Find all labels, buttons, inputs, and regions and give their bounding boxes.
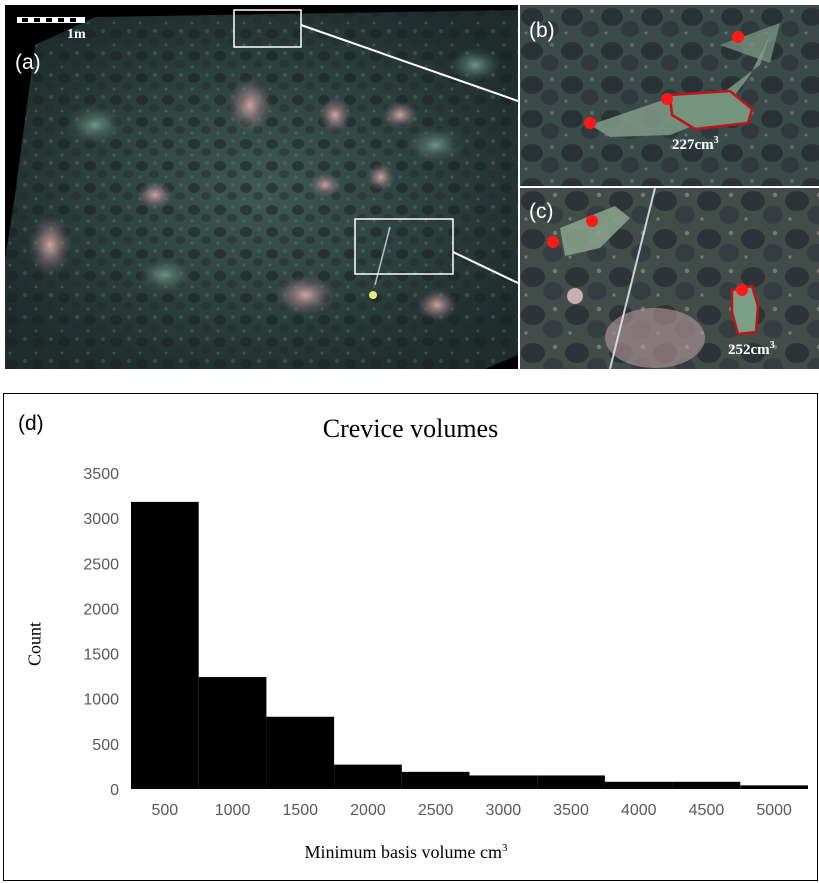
histogram-bar (672, 781, 741, 789)
histogram-bar (401, 771, 470, 789)
x-tick-label: 3000 (486, 802, 522, 819)
y-tick-label: 2000 (83, 601, 119, 618)
panel-c-letter: (c) (529, 200, 554, 223)
closeup-image-b (520, 5, 819, 186)
marker-dot (736, 284, 748, 296)
histogram-bar (131, 501, 199, 789)
inset-box-c (354, 218, 454, 275)
x-tick-label: 5000 (756, 802, 792, 819)
histogram-bar (604, 781, 673, 789)
marker-dot (732, 31, 744, 43)
scale-bar (17, 17, 85, 23)
panel-b-crevice-closeup: (b) 227cm3 (520, 5, 819, 186)
y-tick-label: 1000 (83, 692, 119, 709)
panel-b-letter: (b) (529, 19, 555, 42)
y-tick-label: 3000 (83, 511, 119, 528)
scale-bar-label: 1m (67, 27, 86, 42)
connector-line-c (452, 251, 518, 284)
y-tick-label: 2500 (83, 556, 119, 573)
y-tick-label: 3500 (83, 466, 119, 483)
histogram-plot: 500 1000 1500 2000 2500 3000 3500 4000 4500 5000 0… (83, 466, 808, 819)
histogram-bar (334, 764, 402, 789)
chart-title: Crevice volumes (322, 414, 499, 443)
panel-d-chart: (d) Crevice volumes Count Minimum basis … (3, 393, 818, 881)
x-tick-label: 500 (151, 802, 178, 819)
connector-line-b (300, 24, 518, 102)
marker-dot (586, 215, 598, 227)
x-tick-label: 1500 (282, 802, 318, 819)
x-tick-label: 2000 (350, 802, 386, 819)
y-tick-label: 1500 (83, 647, 119, 664)
panel-a-letter: (a) (15, 51, 41, 74)
histogram-bar (266, 716, 335, 789)
crevice-outline-b (668, 89, 754, 131)
x-tick-label: 3500 (553, 802, 589, 819)
marker-dot (547, 236, 559, 248)
y-tick-label: 0 (110, 782, 119, 799)
marker-dot (584, 117, 596, 129)
panel-d-letter: (d) (18, 412, 44, 435)
closeup-image-c (520, 188, 819, 369)
marker-dot (661, 93, 673, 105)
panel-a-orthomosaic: 1m (a) (5, 5, 518, 369)
x-tick-label: 4000 (621, 802, 657, 819)
x-tick-label: 4500 (689, 802, 725, 819)
inset-box-b (233, 9, 302, 48)
orthomosaic-image (5, 5, 518, 369)
histogram-bar (537, 775, 605, 789)
x-axis-label: Minimum basis volume cm3 (304, 842, 508, 862)
histogram-bar (198, 677, 267, 789)
crevice-outline-c (730, 284, 760, 336)
histogram-bar (740, 785, 808, 789)
y-tick-label: 500 (92, 737, 119, 754)
volume-label-c: 252cm3 (728, 340, 775, 358)
histogram-bar (469, 775, 538, 789)
x-tick-label: 2500 (418, 802, 454, 819)
panel-c-crevice-closeup: (c) 252cm3 (520, 188, 819, 369)
volume-label-b: 227cm3 (672, 135, 719, 153)
x-tick-label: 1000 (215, 802, 251, 819)
